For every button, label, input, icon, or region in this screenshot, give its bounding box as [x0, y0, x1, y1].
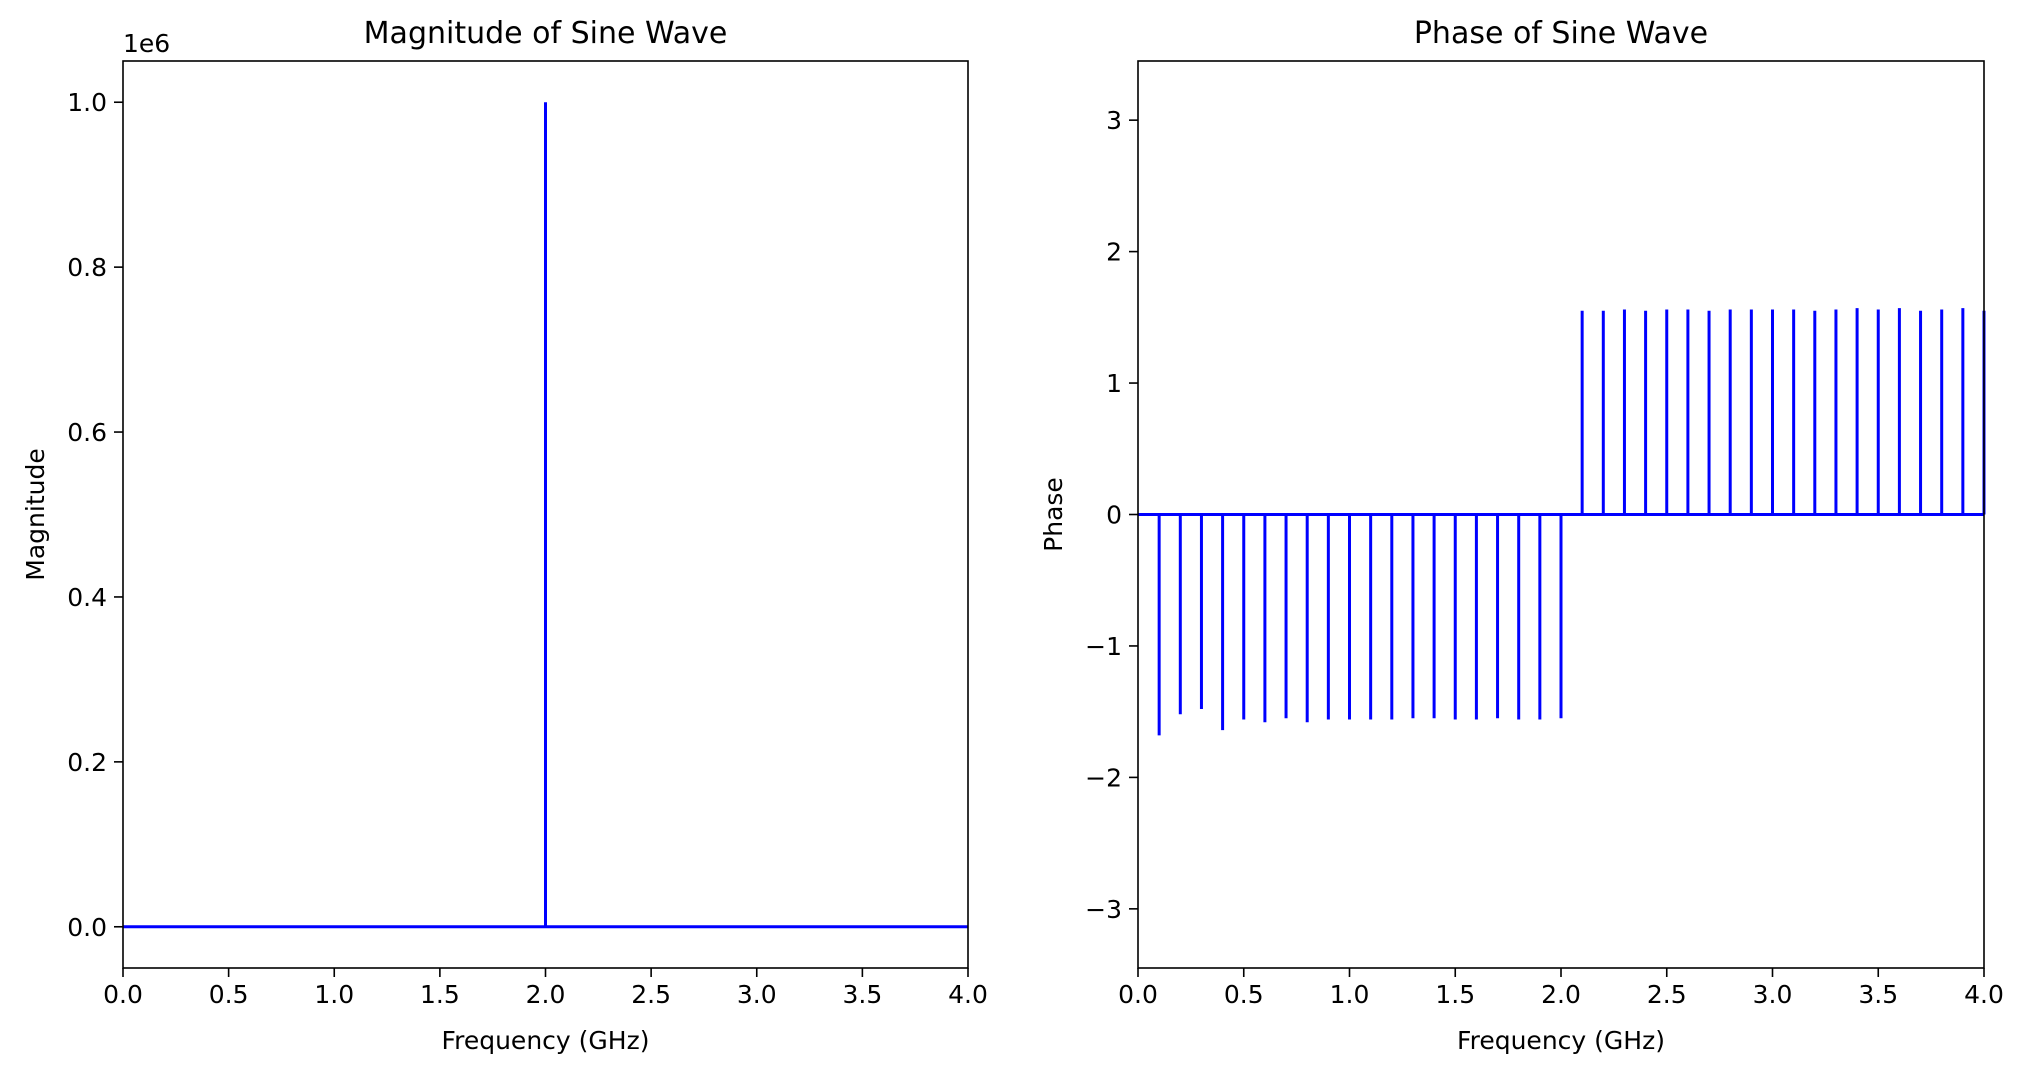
magnitude-ytick-label: 0.0: [67, 913, 107, 942]
phase-chart: 0.0 0.5 1.0 1.5 2.0 2.5 3.0 3.5 4.0 3 2 1 0 −1 −2 −3 Ph…: [1039, 16, 2004, 1055]
phase-xtick-label: 0.5: [1224, 980, 1264, 1009]
magnitude-xtick-label: 1.0: [314, 980, 354, 1009]
magnitude-ytick-label: 0.6: [67, 418, 107, 447]
magnitude-xtick-label: 0.0: [103, 980, 143, 1009]
phase-ytick-label: −1: [1085, 632, 1122, 661]
phase-ytick-label: 2: [1106, 238, 1122, 267]
magnitude-xlabel: Frequency (GHz): [442, 1026, 650, 1055]
magnitude-xtick-label: 3.0: [737, 980, 777, 1009]
magnitude-xtick-label: 2.5: [631, 980, 671, 1009]
magnitude-xtick-label: 2.0: [526, 980, 566, 1009]
magnitude-offset-label: 1e6: [123, 29, 170, 58]
magnitude-xtick-label: 4.0: [948, 980, 988, 1009]
magnitude-chart: 0.0 0.5 1.0 1.5 2.0 2.5 3.0 3.5 4.0 0.0 0.2 0.4 0.6 0…: [21, 16, 988, 1055]
phase-ytick-label: 1: [1106, 369, 1122, 398]
magnitude-ytick-label: 0.8: [67, 253, 107, 282]
magnitude-ytick-label: 1.0: [67, 88, 107, 117]
phase-xtick-label: 2.0: [1541, 980, 1581, 1009]
phase-ytick-label: 0: [1106, 501, 1122, 530]
magnitude-ytick-label: 0.4: [67, 583, 107, 612]
phase-xtick-label: 1.0: [1330, 980, 1370, 1009]
phase-ylabel: Phase: [1039, 477, 1068, 552]
phase-ytick-label: −3: [1085, 895, 1122, 924]
phase-xtick-label: 0.0: [1118, 980, 1158, 1009]
phase-xtick-label: 1.5: [1435, 980, 1475, 1009]
phase-xtick-label: 4.0: [1964, 980, 2004, 1009]
phase-ytick-label: −2: [1085, 763, 1122, 792]
phase-xtick-label: 2.5: [1647, 980, 1687, 1009]
phase-xtick-label: 3.5: [1858, 980, 1898, 1009]
magnitude-xtick-label: 1.5: [420, 980, 460, 1009]
phase-xlabel: Frequency (GHz): [1457, 1026, 1665, 1055]
magnitude-xtick-label: 3.5: [842, 980, 882, 1009]
magnitude-ytick-label: 0.2: [67, 748, 107, 777]
phase-xtick-label: 3.0: [1753, 980, 1793, 1009]
magnitude-xtick-label: 0.5: [209, 980, 249, 1009]
phase-ytick-label: 3: [1106, 106, 1122, 135]
magnitude-ylabel: Magnitude: [21, 448, 50, 580]
magnitude-title: Magnitude of Sine Wave: [364, 16, 728, 51]
phase-title: Phase of Sine Wave: [1414, 16, 1708, 51]
